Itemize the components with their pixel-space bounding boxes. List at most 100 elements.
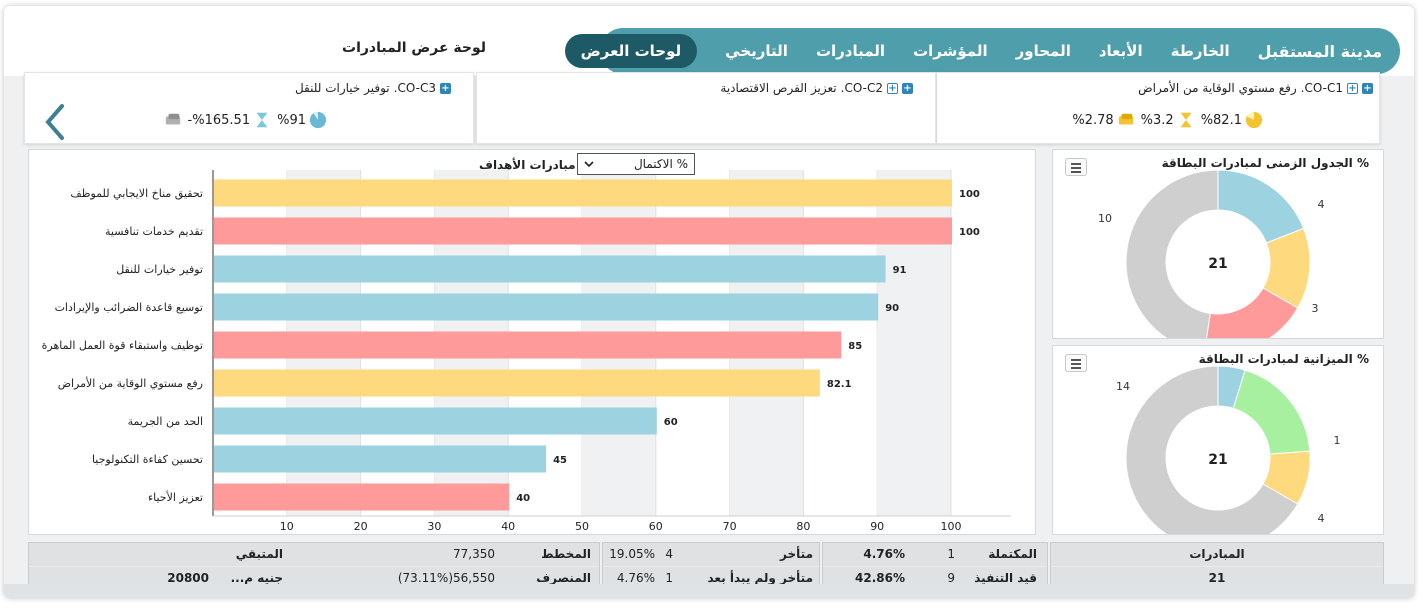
donut-center-label: 21 [1208,452,1227,468]
budget-donut-panel: % الميزانية لمبادرات البطاقة 21 1 4 14 [1052,345,1384,551]
schedule-donut-panel: % الجدول الزمنى لمبادرات البطاقة 21 4 3 10 [1052,149,1384,355]
bar [214,483,510,511]
donut-slice-label: 4 [1318,512,1325,525]
main-nav: مدينة المستقبل الخارطة الأبعاد المحاور ا… [564,28,1400,74]
x-tick-label: 40 [501,520,515,533]
donut-slice [1232,369,1311,455]
x-tick-label: 10 [280,520,294,533]
card-title: + CO-C3. توفير خيارات للنقل [294,81,451,95]
category-label: تحقيق مناخ الايجابي للموظف [70,187,203,201]
card-kpis: %82.1 %3.2 %2.78 [1072,111,1263,129]
kpi-schedule: %3.2 [1141,111,1195,129]
pie-icon [1245,111,1263,129]
value-label: 90 [885,303,899,314]
bar [214,331,842,359]
metric-select[interactable]: % الاكتمال [577,153,695,175]
card-title: + + CO-C2. تعزيز الفرص الاقتصادية [720,81,913,95]
money-icon [1118,113,1133,125]
bar [214,293,879,321]
nav-indicators[interactable]: المؤشرات [913,42,988,60]
header: مدينة المستقبل الخارطة الأبعاد المحاور ا… [4,6,1414,76]
kpi-completion: %82.1 [1201,111,1263,129]
donut-title: % الميزانية لمبادرات البطاقة [1198,352,1369,366]
status-delayed-box: متأخر 4 19.05% متأخر ولم يبدأ بعد 1 4.76… [602,542,820,588]
chart-menu-button[interactable] [1065,354,1087,372]
status-completed-box: المكتملة 1 4.76% قيد التنفيذ 9 42.86% [822,542,1048,588]
hourglass-icon [1180,112,1192,128]
donut-slice-label: 14 [1116,380,1130,393]
donut-slice-label: 3 [1312,302,1319,315]
chevron-left-icon[interactable] [40,102,70,142]
kpi-schedule: %165.51- [188,111,272,129]
nav-initiatives[interactable]: المبادرات [815,42,886,60]
nav-historical[interactable]: التاريخي [725,42,788,60]
initiatives-count-box: المبادرات 21 [1050,542,1384,588]
budget-summary-box: المخطط 77,350 المتبقي المنصرف 56,550(73.… [28,542,600,588]
x-tick-label: 20 [354,520,368,533]
kpi-budget: %2.78 [1072,111,1134,129]
x-tick-label: 70 [723,520,737,533]
nav-dimensions[interactable]: الأبعاد [1098,42,1143,60]
category-label: توسيع قاعدة الضرائب والإيرادات [55,301,203,314]
nav-dashboards[interactable]: لوحات العرض [564,34,698,68]
value-label: 45 [553,455,567,466]
value-label: 100 [959,227,980,238]
expand-icon[interactable]: + [902,82,913,94]
hourglass-icon [256,112,268,128]
objective-card-c3[interactable]: + CO-C3. توفير خيارات للنقل %91 %165.51- [24,72,474,144]
chart-title: مبادرات الأهداف [479,158,576,172]
initiatives-bar-chart-panel: 10 20 30 40 50 60 70 80 90 100 تحقيق مناخ الايجابي… [28,149,1036,535]
collapse-icon[interactable]: + [887,82,898,94]
donut-slice-label: 4 [1318,198,1325,211]
collapse-icon[interactable]: + [1347,82,1358,94]
page-title: لوحة عرض المبادرات [342,40,486,56]
card-title: + + CO-C1. رفع مستوي الوقاية من الأمراض [1138,81,1373,95]
value-label: 91 [893,265,907,276]
category-label: تقديم خدمات تنافسية [105,225,203,238]
donut-slice [1125,169,1219,354]
chart-menu-button[interactable] [1065,158,1087,176]
nav-map[interactable]: الخارطة [1170,42,1230,60]
value-label: 60 [664,417,678,428]
expand-icon[interactable]: + [1362,82,1373,94]
bar-chart: 10 20 30 40 50 60 70 80 90 100 تحقيق مناخ الايجابي… [42,170,1011,533]
app-window: مدينة المستقبل الخارطة الأبعاد المحاور ا… [4,6,1414,598]
expand-icon[interactable]: + [440,82,451,94]
bar [214,179,952,207]
donut-slice [1217,169,1305,244]
category-label: تعزيز الأحياء [148,490,203,504]
category-label: توفير خيارات للنقل [116,263,203,276]
value-label: 82.1 [827,379,852,390]
x-tick-label: 80 [796,520,810,533]
objective-card-c2[interactable]: + + CO-C2. تعزيز الفرص الاقتصادية [476,72,936,144]
money-icon [165,113,180,125]
value-label: 85 [848,341,862,352]
x-tick-label: 100 [941,520,962,533]
bar [214,217,952,245]
donut-slice-label: 1 [1334,434,1341,447]
bar [214,255,886,283]
kpi-completion: %91 [277,111,327,129]
bar [214,445,547,473]
objective-card-c1[interactable]: + + CO-C1. رفع مستوي الوقاية من الأمراض … [936,72,1380,144]
category-label: رفع مستوي الوقاية من الأمراض [58,376,203,390]
donut-title: % الجدول الزمنى لمبادرات البطاقة [1161,156,1369,170]
value-label: 100 [959,189,980,200]
x-tick-label: 30 [427,520,441,533]
kpi-budget [161,111,182,129]
nav-axes[interactable]: المحاور [1015,42,1071,60]
category-label: تحسين كفاءة التكنولوجيا [92,453,203,466]
x-tick-label: 90 [870,520,884,533]
value-label: 40 [516,493,530,504]
x-tick-label: 60 [649,520,663,533]
category-label: توظيف واستبقاء قوة العمل الماهرة [42,339,203,352]
x-tick-label: 50 [575,520,589,533]
donut-center-label: 21 [1208,256,1227,272]
category-label: الحد من الجريمة [128,415,203,428]
chevron-down-icon [584,161,594,168]
card-kpis: %91 %165.51- [161,111,327,129]
pie-icon [309,111,327,129]
schedule-donut-chart: 21 4 3 10 [1098,169,1325,355]
brand-title: مدينة المستقبل [1257,41,1382,61]
